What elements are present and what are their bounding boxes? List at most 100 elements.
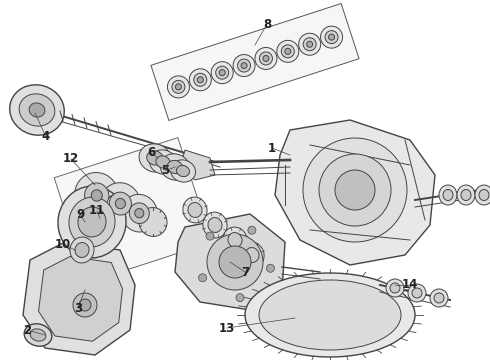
Ellipse shape	[307, 41, 313, 47]
Ellipse shape	[203, 212, 227, 238]
Ellipse shape	[461, 189, 471, 201]
Circle shape	[319, 154, 391, 226]
Ellipse shape	[69, 197, 115, 247]
Ellipse shape	[281, 45, 294, 58]
Ellipse shape	[121, 194, 157, 232]
Circle shape	[335, 170, 375, 210]
Ellipse shape	[285, 48, 291, 54]
Circle shape	[73, 293, 97, 317]
Ellipse shape	[183, 197, 207, 223]
Text: 8: 8	[263, 18, 271, 31]
Ellipse shape	[29, 103, 45, 117]
Ellipse shape	[238, 59, 250, 72]
Ellipse shape	[233, 55, 255, 77]
Ellipse shape	[75, 243, 89, 257]
Ellipse shape	[228, 233, 242, 247]
Ellipse shape	[259, 280, 401, 350]
Ellipse shape	[329, 34, 335, 40]
Ellipse shape	[135, 208, 144, 218]
Text: 4: 4	[42, 130, 50, 144]
Ellipse shape	[171, 160, 196, 182]
Ellipse shape	[109, 192, 131, 215]
Ellipse shape	[255, 48, 277, 69]
Ellipse shape	[194, 73, 207, 86]
Ellipse shape	[457, 185, 475, 205]
Ellipse shape	[156, 156, 170, 168]
Ellipse shape	[58, 186, 126, 258]
Polygon shape	[180, 150, 215, 180]
Circle shape	[79, 299, 91, 311]
Ellipse shape	[412, 288, 422, 298]
Ellipse shape	[303, 38, 316, 51]
Circle shape	[236, 294, 244, 302]
Ellipse shape	[167, 161, 183, 174]
Ellipse shape	[434, 293, 444, 303]
Ellipse shape	[240, 242, 264, 268]
Ellipse shape	[139, 208, 167, 237]
Ellipse shape	[479, 189, 489, 201]
Ellipse shape	[245, 273, 415, 357]
Ellipse shape	[160, 154, 190, 180]
Ellipse shape	[443, 189, 453, 201]
Ellipse shape	[223, 227, 247, 253]
Ellipse shape	[241, 63, 247, 68]
Ellipse shape	[129, 203, 149, 224]
Ellipse shape	[24, 324, 52, 346]
Polygon shape	[275, 120, 435, 265]
Circle shape	[267, 264, 274, 272]
Ellipse shape	[176, 165, 190, 177]
Polygon shape	[175, 214, 285, 310]
Ellipse shape	[149, 150, 177, 174]
Ellipse shape	[175, 84, 181, 90]
Bar	[151, 4, 359, 121]
Ellipse shape	[78, 207, 106, 237]
Ellipse shape	[168, 76, 190, 98]
Ellipse shape	[277, 40, 299, 62]
Ellipse shape	[139, 144, 171, 172]
Text: 2: 2	[23, 324, 31, 337]
Ellipse shape	[430, 289, 448, 307]
Ellipse shape	[197, 77, 203, 83]
Ellipse shape	[245, 248, 259, 262]
Ellipse shape	[147, 151, 163, 165]
Ellipse shape	[439, 185, 457, 205]
Ellipse shape	[100, 183, 141, 225]
Text: 1: 1	[268, 141, 276, 154]
Text: 3: 3	[74, 302, 82, 315]
Text: 9: 9	[76, 207, 84, 220]
Ellipse shape	[188, 203, 202, 217]
Ellipse shape	[475, 185, 490, 205]
Circle shape	[303, 138, 407, 242]
Ellipse shape	[189, 69, 211, 91]
Ellipse shape	[211, 62, 233, 84]
Ellipse shape	[263, 55, 269, 62]
Ellipse shape	[390, 283, 400, 293]
Ellipse shape	[172, 80, 185, 93]
Ellipse shape	[219, 70, 225, 76]
Ellipse shape	[91, 190, 102, 201]
Ellipse shape	[325, 31, 338, 44]
Ellipse shape	[115, 198, 125, 209]
Polygon shape	[39, 256, 122, 341]
Text: 10: 10	[55, 238, 71, 251]
Ellipse shape	[70, 237, 94, 263]
Ellipse shape	[386, 279, 404, 297]
Circle shape	[207, 234, 263, 290]
Circle shape	[248, 226, 256, 234]
Ellipse shape	[10, 85, 64, 135]
Ellipse shape	[74, 172, 119, 219]
Text: 5: 5	[161, 165, 169, 177]
Text: 13: 13	[219, 321, 235, 334]
Ellipse shape	[259, 52, 272, 65]
Circle shape	[198, 274, 207, 282]
Circle shape	[206, 232, 214, 240]
Ellipse shape	[299, 33, 320, 55]
Ellipse shape	[208, 217, 222, 233]
Ellipse shape	[85, 183, 109, 208]
Ellipse shape	[216, 66, 229, 79]
Text: 7: 7	[241, 266, 249, 279]
Text: 12: 12	[63, 153, 79, 166]
Circle shape	[219, 246, 251, 278]
Bar	[54, 138, 212, 282]
Ellipse shape	[30, 329, 46, 341]
